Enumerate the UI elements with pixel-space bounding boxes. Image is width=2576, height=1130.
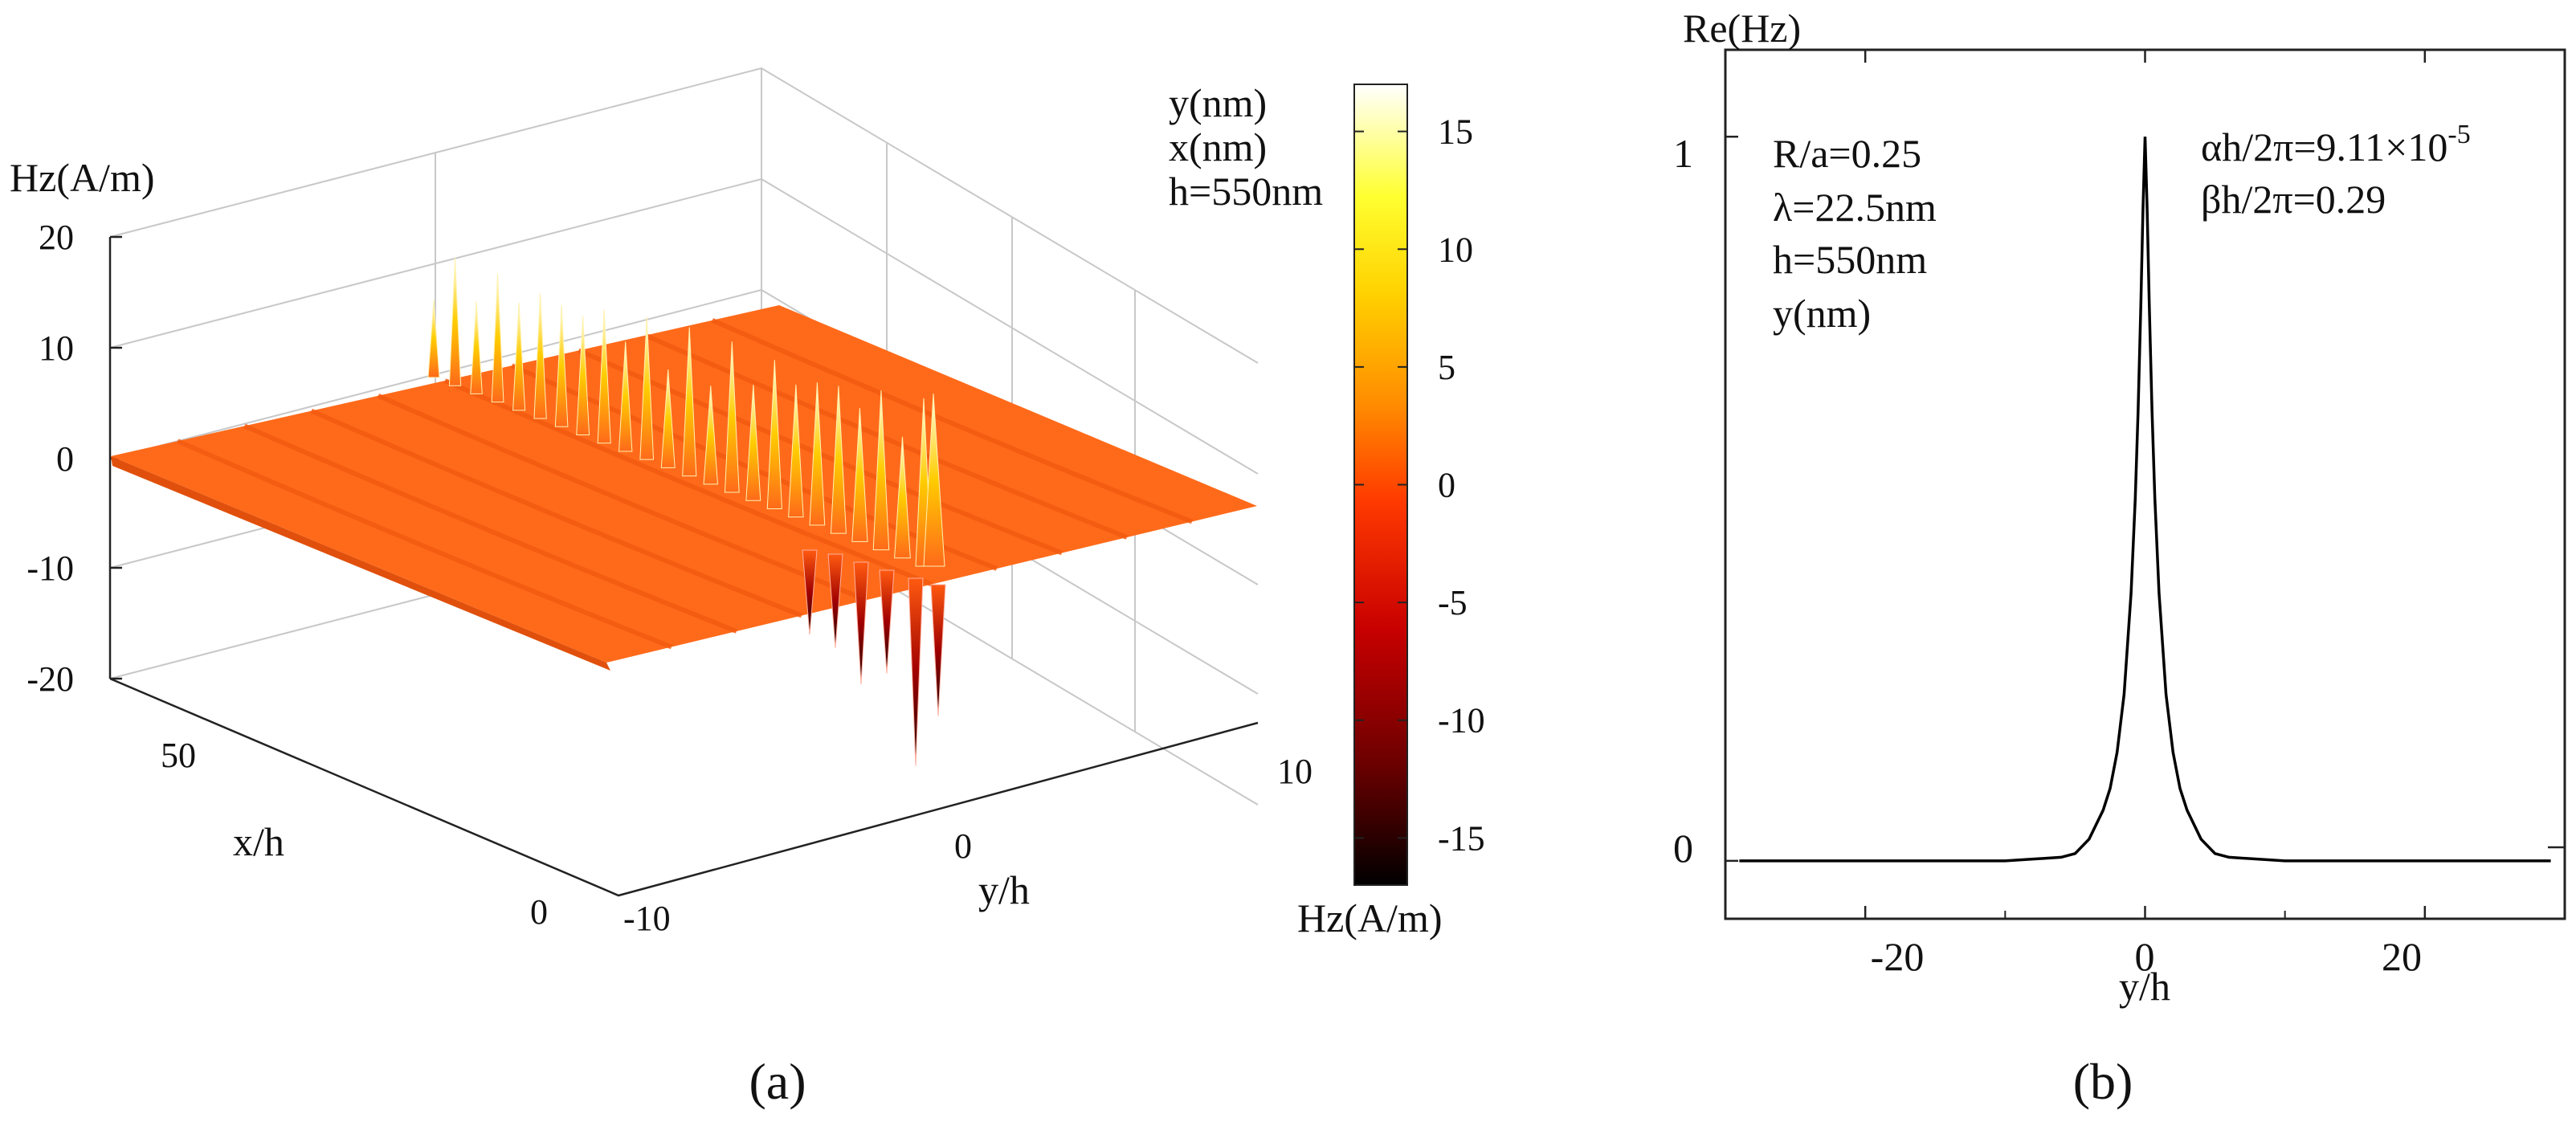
spike-peak [576, 316, 590, 436]
spike-peak [470, 301, 483, 394]
colorbar-tick-label: 15 [1438, 112, 1473, 152]
ripple-line [177, 439, 673, 650]
spike-peak [830, 386, 847, 534]
y-tick-label: 1 [1673, 131, 1693, 176]
z-tick-label: 10 [39, 328, 74, 368]
spike-peak [682, 327, 697, 477]
spike-dip [827, 553, 843, 648]
spike-peak [872, 390, 890, 551]
x-tick-label: -20 [1871, 934, 1925, 979]
x-axis-label: x/h [233, 819, 284, 864]
x-tick-label: 50 [161, 736, 196, 775]
spike-dip [853, 561, 869, 684]
annotation: x(nm) [1169, 124, 1267, 169]
annotation-left: y(nm) [1773, 291, 1871, 336]
colorbar-tick-label: -5 [1438, 583, 1468, 622]
spike-peak [766, 360, 782, 509]
spike-dip [802, 549, 818, 635]
spike-dip [930, 584, 946, 716]
spike-peak [851, 408, 868, 542]
y-tick-label: 0 [1673, 826, 1693, 871]
ripple-line [711, 318, 1194, 524]
y-axis-label: y/h [978, 867, 1030, 912]
spike-peak [554, 304, 569, 427]
spike-dip [908, 577, 924, 766]
colorbar-ticks: 15 10 5 0 -5 -10 -15 [1354, 112, 1485, 858]
surface [111, 257, 1257, 766]
spike-peak [745, 385, 761, 501]
spike-peak [660, 369, 676, 468]
caption-b: (b) [2073, 1053, 2133, 1110]
axis-ticks [1725, 50, 2566, 919]
x-tick-label: 0 [530, 892, 548, 932]
alpha-base: αh/2π=9.11×10 [2201, 124, 2447, 169]
colorbar-tick-label: 10 [1438, 230, 1473, 269]
spike-peak [703, 386, 719, 485]
spike-peak [809, 381, 826, 526]
y-tick-label: 10 [1277, 752, 1312, 791]
spike-peak [724, 341, 740, 493]
annotation: y(nm) [1169, 80, 1267, 125]
y-axis-label: Re(Hz) [1683, 6, 1801, 51]
ripple-line [644, 332, 1129, 540]
x-axis-label: y/h [2119, 964, 2170, 1009]
z-axis-label: Hz(A/m) [10, 155, 155, 200]
x-tick-label: 20 [2382, 934, 2422, 979]
panel-a: Hz(A/m) 20 10 0 -10 -20 x/h 50 0 y/h -10… [10, 67, 1485, 1110]
annotation-alpha: αh/2π=9.11×10-5 [2201, 120, 2471, 169]
z-tick-label: 0 [56, 439, 74, 479]
z-tick-label: 20 [39, 218, 74, 257]
spike-peak [427, 300, 440, 378]
y-tick-label: 0 [954, 826, 972, 866]
z-tick-label: -10 [27, 549, 74, 588]
annotation-left: h=550nm [1773, 237, 1927, 282]
annotation: h=550nm [1169, 169, 1323, 214]
colorbar-tick-label: 5 [1438, 348, 1455, 387]
spike-peak [448, 257, 462, 386]
z-tick-label: -20 [27, 659, 74, 699]
y-tick-label: -10 [623, 899, 671, 938]
spike-peak [788, 384, 804, 518]
colorbar: 15 10 5 0 -5 -10 -15 Hz(A/m) [1297, 84, 1485, 940]
surface-shade [111, 456, 610, 671]
spike-peak [597, 309, 611, 444]
colorbar-tick-label: -15 [1438, 818, 1485, 858]
caption-a: (a) [749, 1053, 806, 1110]
x-tick-label: 0 [2135, 934, 2155, 979]
spike-peak [923, 393, 945, 567]
spike-dip [879, 569, 895, 674]
annotation-beta: βh/2π=0.29 [2201, 177, 2386, 222]
spike-peak [491, 273, 504, 403]
surface-spikes [427, 257, 946, 766]
ripple-line [243, 423, 738, 634]
spike-peak [894, 436, 911, 559]
spike-peak [533, 293, 547, 419]
colorbar-tick-label: 0 [1438, 466, 1455, 505]
panel-b: Re(Hz) y/h 1 0 -20 0 20 R/a=0.25 λ=22.5n… [1673, 6, 2566, 1110]
spike-peak [639, 316, 655, 460]
annotation-left: R/a=0.25 [1773, 131, 1921, 176]
spike-peak [618, 341, 633, 452]
spike-peak [512, 302, 526, 411]
alpha-exponent: -5 [2447, 120, 2470, 149]
colorbar-tick-label: -10 [1438, 701, 1485, 740]
ripple-line [310, 408, 803, 618]
annotation-left: λ=22.5nm [1773, 185, 1937, 230]
ripple-line [377, 394, 868, 602]
series-line-re-hz [1739, 137, 2551, 863]
colorbar-label: Hz(A/m) [1297, 895, 1443, 940]
